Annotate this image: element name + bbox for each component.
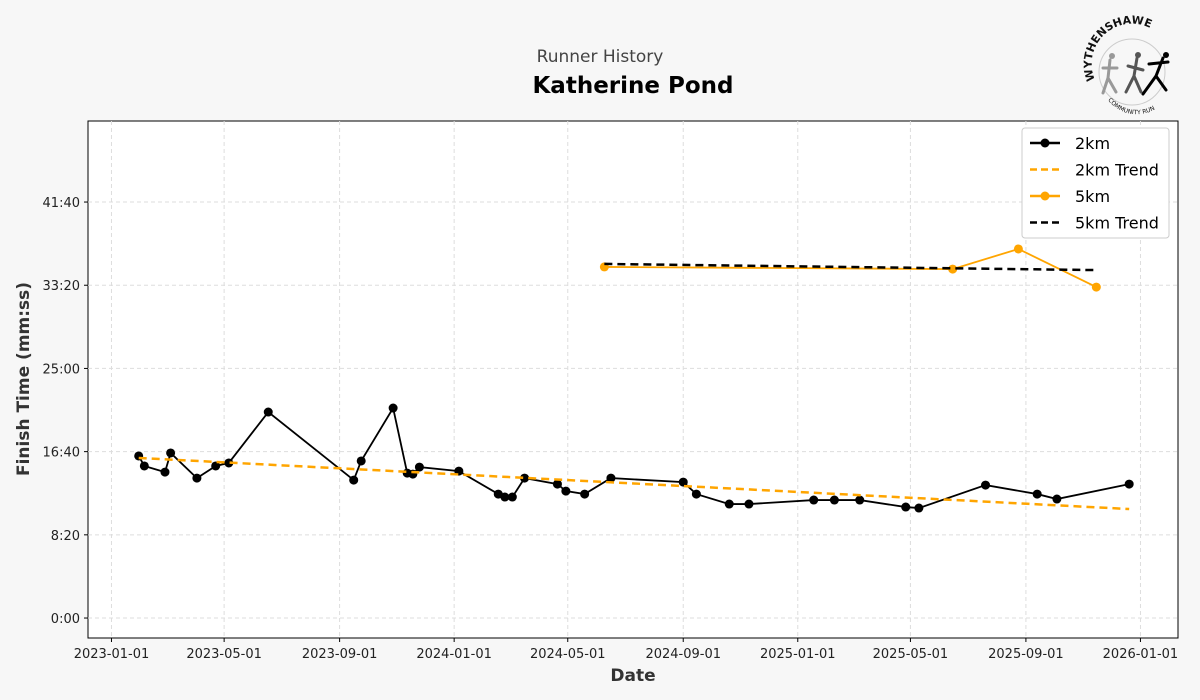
chart-title: Katherine Pond <box>532 73 734 99</box>
2km-point <box>606 473 616 483</box>
2km-point <box>724 499 734 509</box>
logo: WYTHENSHAWE COMMUNITY RUN <box>1082 13 1170 117</box>
x-tick-label: 2023-09-01 <box>302 647 378 662</box>
2km-point <box>166 448 176 458</box>
chart-subtitle: Runner History <box>536 47 664 67</box>
2km-point <box>192 473 202 483</box>
2km-point <box>1124 479 1134 489</box>
legend-label: 5km <box>1075 187 1110 206</box>
x-tick-label: 2023-01-01 <box>74 647 150 662</box>
x-tick-label: 2026-01-01 <box>1103 647 1179 662</box>
x-tick-label: 2025-01-01 <box>760 647 836 662</box>
5km-point <box>1013 244 1023 254</box>
y-tick-label: 41:40 <box>43 196 80 211</box>
logo-text-bottom: COMMUNITY RUN <box>1106 97 1156 117</box>
x-tick-label: 2024-05-01 <box>530 647 606 662</box>
2km-trend-line <box>138 456 1130 511</box>
2km-point <box>561 486 571 496</box>
y-axis-label: Finish Time (mm:ss) <box>14 282 34 476</box>
2km-point <box>356 456 366 466</box>
2km-point <box>507 492 517 502</box>
y-tick-label: 0:00 <box>51 612 80 627</box>
2km-point <box>224 458 234 468</box>
logo-text-top: WYTHENSHAWE <box>1082 13 1154 82</box>
legend-label: 2km <box>1075 134 1110 153</box>
2km-point <box>388 403 398 413</box>
2km-point <box>691 489 701 499</box>
runner-icon <box>1101 52 1170 96</box>
svg-text:WYTHENSHAWE: WYTHENSHAWE <box>1082 13 1154 82</box>
legend-label: 5km Trend <box>1075 214 1159 233</box>
x-tick-label: 2025-05-01 <box>873 647 949 662</box>
5km-trend-line <box>604 262 1097 272</box>
2km-point <box>160 467 170 477</box>
y-tick-label: 33:20 <box>43 279 80 294</box>
legend-marker <box>1040 138 1050 148</box>
2km-point <box>500 492 510 502</box>
legend-label: 2km Trend <box>1075 161 1159 180</box>
2km-point <box>349 475 359 485</box>
y-tick-label: 16:40 <box>43 446 80 461</box>
2km-point <box>829 495 839 505</box>
2km-point <box>414 462 424 472</box>
x-tick-label: 2024-01-01 <box>416 647 492 662</box>
2km-point <box>855 495 865 505</box>
2km-point <box>263 407 273 417</box>
2km-point <box>211 461 221 471</box>
2km-point <box>552 479 562 489</box>
plot-area <box>87 120 1179 639</box>
2km-point <box>139 461 149 471</box>
x-tick-label: 2023-05-01 <box>186 647 262 662</box>
2km-point <box>914 503 924 513</box>
2km-point <box>520 473 530 483</box>
2km-point <box>809 495 819 505</box>
y-tick-label: 8:20 <box>51 529 80 544</box>
2km-point <box>981 480 991 490</box>
2km-point <box>901 502 911 512</box>
legend-box <box>1021 127 1170 239</box>
y-tick-label: 25:00 <box>43 362 80 377</box>
5km-point <box>948 264 958 274</box>
5km-line <box>604 247 1097 288</box>
svg-text:COMMUNITY RUN: COMMUNITY RUN <box>1106 97 1156 117</box>
x-tick-label: 2025-09-01 <box>988 647 1064 662</box>
x-tick-label: 2024-09-01 <box>645 647 721 662</box>
2km-point <box>1052 494 1062 504</box>
2km-point <box>678 477 688 487</box>
2km-point <box>744 499 754 509</box>
legend-marker <box>1040 191 1050 201</box>
2km-point <box>1032 489 1042 499</box>
x-axis-label: Date <box>610 666 655 686</box>
2km-point <box>580 489 590 499</box>
5km-point <box>1091 282 1101 292</box>
